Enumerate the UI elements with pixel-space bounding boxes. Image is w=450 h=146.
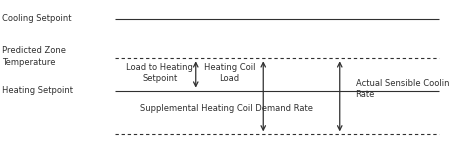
- Text: Actual Sensible Cooling
Rate: Actual Sensible Cooling Rate: [356, 79, 450, 99]
- Text: Predicted Zone
Temperature: Predicted Zone Temperature: [2, 46, 66, 67]
- Text: Supplemental Heating Coil Demand Rate: Supplemental Heating Coil Demand Rate: [140, 104, 312, 113]
- Text: Load to Heating
Setpoint: Load to Heating Setpoint: [126, 63, 193, 83]
- Text: Cooling Setpoint: Cooling Setpoint: [2, 14, 72, 24]
- Text: Heating Coil
Load: Heating Coil Load: [204, 63, 255, 83]
- Text: Heating Setpoint: Heating Setpoint: [2, 86, 73, 95]
